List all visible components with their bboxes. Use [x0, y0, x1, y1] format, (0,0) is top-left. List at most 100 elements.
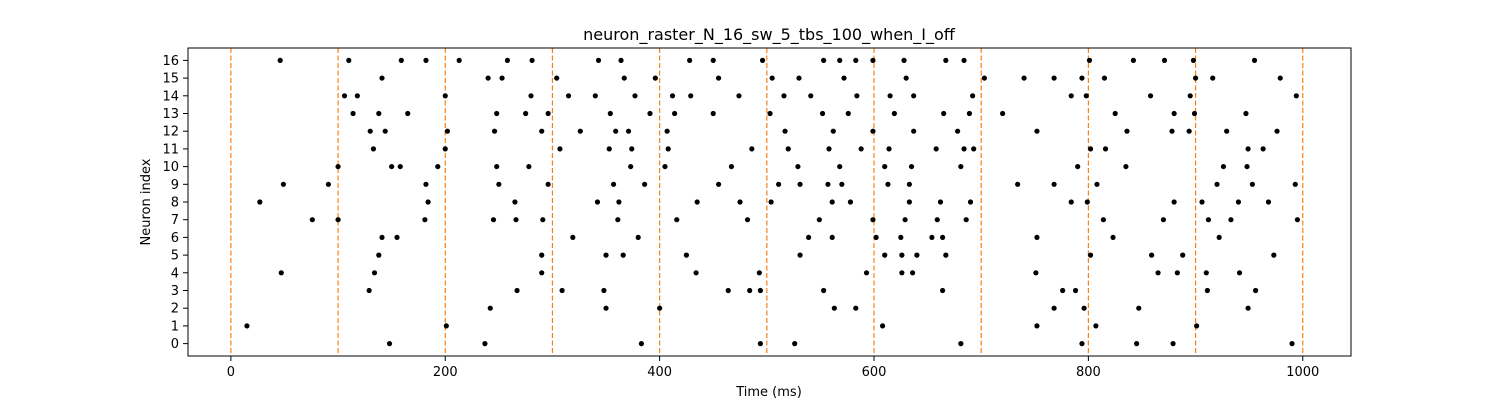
spike-point	[826, 146, 832, 152]
spike-point	[870, 128, 876, 134]
spike-point	[1294, 217, 1301, 223]
x-tick-label: 1000	[1286, 365, 1319, 380]
spike-point	[341, 93, 348, 99]
spike-point	[638, 341, 645, 347]
spike-point	[1051, 75, 1057, 81]
spike-point	[725, 287, 731, 294]
spike-point	[423, 181, 429, 187]
spike-point	[592, 93, 598, 99]
spike-point	[504, 57, 511, 63]
spike-point	[940, 287, 946, 294]
spike-point	[821, 57, 827, 63]
spike-point	[1161, 57, 1168, 63]
spike-point	[909, 270, 916, 276]
spike-point	[1205, 217, 1212, 223]
y-tick-label: 6	[171, 231, 179, 246]
spike-point	[1194, 323, 1200, 329]
spike-point	[903, 75, 909, 81]
spike-point	[830, 128, 836, 134]
spike-point	[367, 128, 373, 134]
spike-point	[526, 163, 532, 170]
x-tick-label: 600	[862, 365, 887, 380]
spike-point	[1147, 93, 1154, 99]
spike-point	[1277, 75, 1283, 81]
spike-point	[1021, 75, 1027, 81]
spike-point	[776, 181, 782, 187]
spike-point	[494, 163, 500, 170]
spike-point	[540, 217, 546, 223]
spike-point	[958, 163, 964, 170]
spike-point	[523, 110, 529, 117]
spike-point	[744, 217, 751, 223]
spike-point	[423, 57, 429, 63]
spike-point	[853, 57, 859, 63]
spike-point	[620, 252, 626, 258]
spike-point	[1051, 181, 1057, 187]
spike-point	[435, 163, 441, 170]
y-tick-label: 9	[171, 178, 179, 193]
spike-point	[606, 146, 612, 152]
spike-point	[1289, 341, 1295, 347]
spike-point	[1187, 93, 1193, 99]
y-tick-label: 10	[162, 160, 179, 175]
spike-point	[1228, 217, 1234, 223]
spike-point	[443, 323, 449, 329]
spike-point	[1192, 75, 1199, 81]
spike-point	[545, 181, 551, 187]
spike-point	[278, 270, 284, 276]
spike-point	[376, 110, 382, 117]
spike-point	[911, 93, 917, 99]
spike-point	[545, 110, 551, 117]
spike-point	[1191, 110, 1198, 117]
spike-point	[672, 110, 678, 117]
spike-point	[496, 181, 502, 187]
spike-point	[882, 163, 888, 170]
spike-point	[642, 181, 648, 187]
spike-point	[512, 199, 518, 205]
spike-point	[1253, 287, 1259, 294]
spike-point	[346, 57, 352, 63]
spike-point	[854, 93, 860, 99]
y-tick-label: 1	[171, 319, 179, 334]
spike-point	[879, 323, 886, 329]
spike-point	[616, 199, 622, 205]
spike-point	[710, 57, 716, 63]
spike-point	[629, 146, 635, 152]
x-tick-label: 800	[1076, 365, 1101, 380]
spike-point	[825, 181, 831, 187]
spike-point	[891, 110, 897, 117]
spike-point	[442, 93, 448, 99]
spike-point	[350, 110, 356, 117]
spike-point	[819, 110, 826, 117]
spike-point	[1265, 199, 1272, 205]
spike-point	[837, 57, 843, 63]
spike-point	[354, 93, 360, 99]
y-tick-label: 2	[171, 302, 179, 317]
spike-point	[335, 217, 341, 223]
spike-point	[1087, 252, 1094, 258]
y-tick-label: 3	[171, 284, 179, 299]
spike-point	[1136, 305, 1142, 311]
spike-point	[737, 199, 743, 205]
spike-point	[1000, 110, 1006, 117]
spike-point	[565, 93, 572, 99]
spike-point	[870, 57, 876, 63]
spike-point	[405, 110, 411, 117]
spike-point	[901, 57, 907, 63]
spike-point	[1051, 305, 1057, 311]
spike-point	[625, 128, 632, 134]
spike-point	[728, 163, 735, 170]
spike-point	[1245, 146, 1251, 152]
spike-point	[244, 323, 250, 329]
x-axis-title: Time (ms)	[735, 385, 802, 400]
spike-point	[379, 234, 385, 241]
x-tick-label: 400	[647, 365, 672, 380]
spike-point	[785, 146, 791, 152]
spike-point	[610, 181, 617, 187]
spike-point	[902, 217, 908, 223]
spike-point	[1245, 305, 1251, 311]
spike-point	[1169, 128, 1175, 134]
spike-point	[693, 270, 699, 276]
spike-point	[782, 128, 788, 134]
spike-point	[422, 217, 428, 223]
